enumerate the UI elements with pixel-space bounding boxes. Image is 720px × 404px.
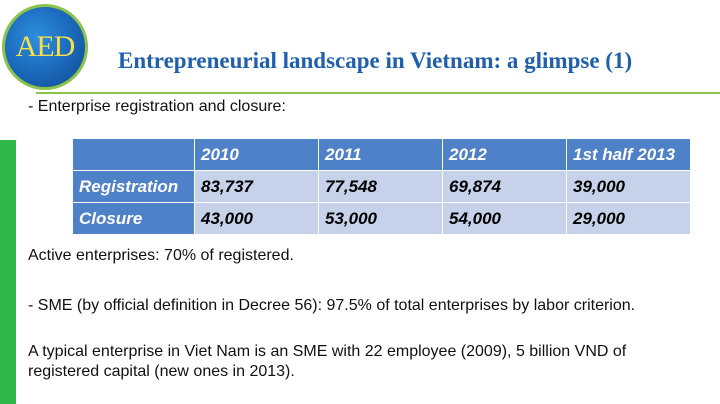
table-header-cell: 2012 — [442, 138, 567, 171]
table-cell: 69,874 — [442, 170, 567, 203]
sme-note: - SME (by official definition in Decree … — [28, 297, 636, 314]
side-accent-bar — [0, 140, 16, 404]
active-enterprises-note: Active enterprises: 70% of registered. — [28, 247, 294, 264]
logo-text: AED — [15, 30, 76, 63]
table-header-cell: 2010 — [194, 138, 319, 171]
aed-logo: AED — [2, 4, 88, 90]
enterprise-table: 2010 2011 2012 1st half 2013 Registratio… — [72, 138, 691, 235]
title-divider — [36, 92, 720, 94]
table-cell: 39,000 — [566, 170, 691, 203]
table-cell: 83,737 — [194, 170, 319, 203]
table-cell: 43,000 — [194, 202, 319, 235]
table-header-cell: 2011 — [318, 138, 443, 171]
slide-title: Entrepreneurial landscape in Vietnam: a … — [118, 48, 633, 73]
section-subtitle: - Enterprise registration and closure: — [28, 98, 286, 115]
table-cell: 29,000 — [566, 202, 691, 235]
table-cell: 53,000 — [318, 202, 443, 235]
table-row: Closure 43,000 53,000 54,000 29,000 — [72, 202, 691, 235]
table-header-row: 2010 2011 2012 1st half 2013 — [72, 138, 691, 171]
table-row: Registration 83,737 77,548 69,874 39,000 — [72, 170, 691, 203]
table-header-cell: 1st half 2013 — [566, 138, 691, 171]
table-cell: 77,548 — [318, 170, 443, 203]
row-label: Registration — [72, 170, 195, 203]
row-label: Closure — [72, 202, 195, 235]
typical-enterprise-note: A typical enterprise in Viet Nam is an S… — [28, 343, 627, 380]
table-cell: 54,000 — [442, 202, 567, 235]
table-header-cell — [72, 138, 195, 171]
